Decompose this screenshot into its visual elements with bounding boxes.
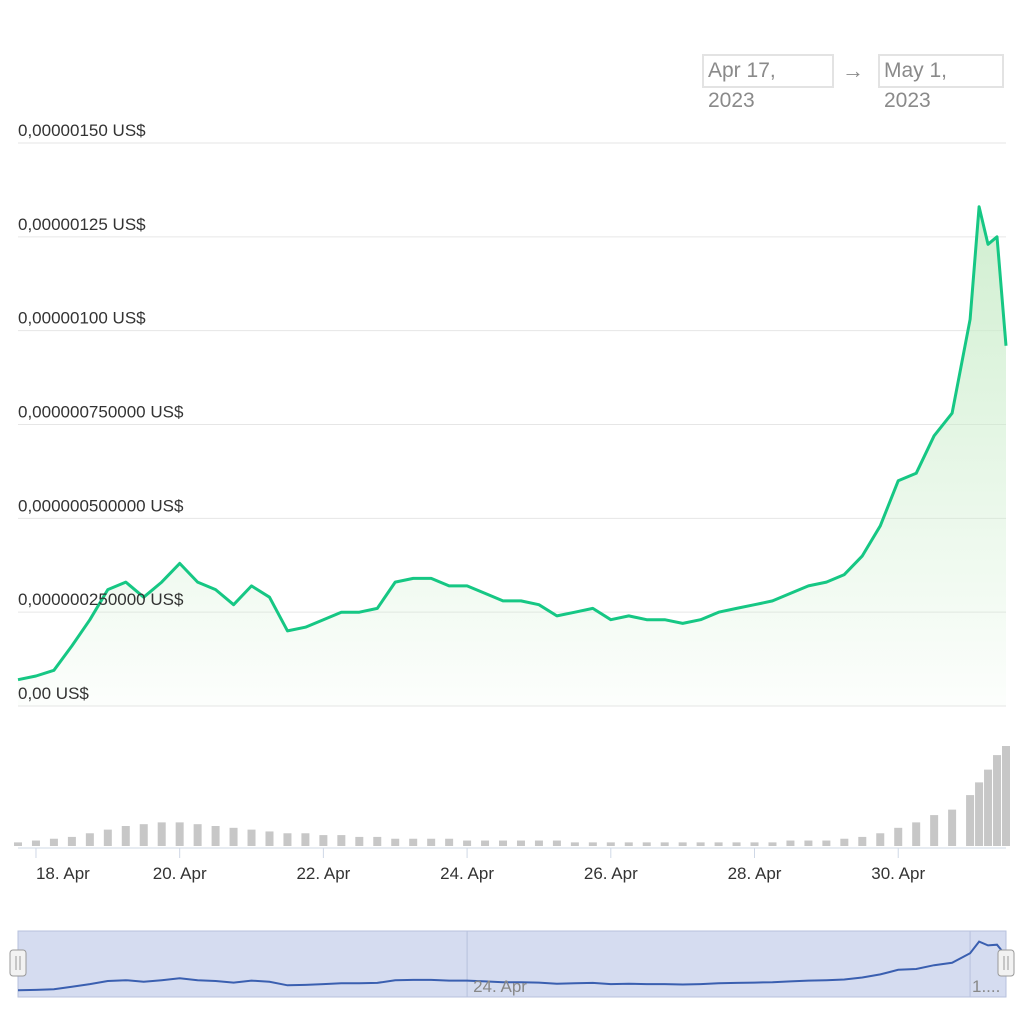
price-area: [18, 206, 1006, 707]
volume-bar: [67, 836, 76, 846]
volume-bar: [391, 838, 400, 846]
volume-bar: [373, 836, 382, 846]
x-tick-label: 28. Apr: [728, 864, 782, 883]
volume-bar: [445, 838, 454, 846]
volume-bar: [14, 842, 22, 846]
volume-bar: [229, 827, 238, 846]
volume-bar: [499, 840, 508, 846]
volume-bar: [481, 840, 490, 846]
volume-bar: [993, 755, 1002, 846]
volume-bar: [822, 840, 831, 846]
volume-bar: [301, 833, 310, 846]
volume-bar: [606, 842, 615, 846]
volume-bar: [121, 826, 130, 846]
volume-bar: [714, 842, 723, 846]
volume-bar: [975, 782, 984, 846]
x-axis: 18. Apr 20. Apr 22. Apr 24. Apr 26. Apr 28. A…: [18, 847, 1006, 883]
volume-bar: [588, 842, 597, 846]
navigator-handle-right[interactable]: [997, 949, 1015, 977]
x-tick-label: 22. Apr: [296, 864, 350, 883]
y-tick-label: 0,00000100 US$: [18, 309, 146, 328]
volume-bar: [409, 838, 418, 846]
navigator-label: 24. Apr: [473, 977, 527, 996]
volume-bar: [49, 838, 58, 846]
y-tick-label: 0,00 US$: [18, 684, 89, 703]
volume-bar: [139, 824, 148, 846]
volume-bar: [31, 840, 40, 846]
volume-bar: [193, 824, 202, 846]
range-arrow-icon: →: [842, 58, 864, 83]
volume-bar: [750, 842, 759, 846]
price-series-line: [17, 205, 1008, 682]
x-tick-label: 18. Apr: [36, 864, 90, 883]
volume-bars: [14, 746, 1010, 846]
volume-bar: [552, 840, 561, 846]
volume-bar: [660, 842, 669, 846]
volume-bar: [624, 842, 633, 846]
x-tick-label: 26. Apr: [584, 864, 638, 883]
volume-bar: [283, 833, 292, 846]
volume-bar: [319, 835, 328, 846]
date-range-start[interactable]: Apr 17, 2023: [702, 54, 834, 112]
volume-bar: [876, 833, 885, 846]
volume-bar: [463, 840, 472, 846]
volume-bar: [930, 815, 939, 846]
volume-bar: [786, 840, 795, 846]
y-axis-labels: 0,00000150 US$ 0,00000125 US$ 0,00000100 U…: [18, 121, 184, 703]
volume-bar: [804, 840, 813, 846]
volume-bar: [840, 838, 849, 846]
price-line: [17, 205, 1008, 682]
y-tick-label: 0,000000250000 US$: [18, 590, 184, 609]
y-tick-label: 0,00000125 US$: [18, 215, 146, 234]
volume-bar: [570, 842, 579, 846]
navigator-line: [17, 940, 1007, 992]
x-tick-label: 20. Apr: [153, 864, 207, 883]
x-tick-label: 30. Apr: [871, 864, 925, 883]
volume-bar: [858, 836, 867, 846]
volume-bar: [966, 795, 975, 846]
volume-bar: [948, 809, 957, 846]
volume-bar: [211, 826, 220, 846]
date-range-end[interactable]: May 1, 2023: [878, 54, 1004, 112]
navigator-end-label: 1....: [972, 977, 1000, 996]
volume-bar: [1002, 746, 1010, 846]
volume-bar: [516, 840, 525, 846]
y-tick-label: 0,000000500000 US$: [18, 496, 184, 515]
volume-bar: [984, 769, 993, 846]
volume-bar: [894, 827, 903, 846]
volume-bar: [678, 842, 687, 846]
price-area-fill: [18, 206, 1006, 707]
x-tick-label: 24. Apr: [440, 864, 494, 883]
navigator[interactable]: 24. Apr 1....: [9, 930, 1015, 998]
volume-bar: [355, 836, 364, 846]
volume-bar: [696, 842, 705, 846]
volume-bar: [175, 822, 184, 846]
volume-bar: [732, 842, 741, 846]
volume-bar: [103, 829, 112, 846]
volume-bar: [534, 840, 543, 846]
y-tick-label: 0,00000150 US$: [18, 121, 146, 140]
volume-bar: [642, 842, 651, 846]
navigator-handle-left[interactable]: [9, 949, 27, 977]
volume-bar: [427, 838, 436, 846]
y-tick-label: 0,000000750000 US$: [18, 403, 184, 422]
volume-bar: [912, 822, 921, 846]
volume-bar: [247, 829, 256, 846]
volume-bar: [265, 831, 274, 846]
volume-bar: [337, 835, 346, 846]
volume-bar: [768, 842, 777, 846]
navigator-window: [17, 930, 1007, 998]
volume-bar: [85, 833, 94, 846]
volume-bar: [157, 822, 166, 846]
